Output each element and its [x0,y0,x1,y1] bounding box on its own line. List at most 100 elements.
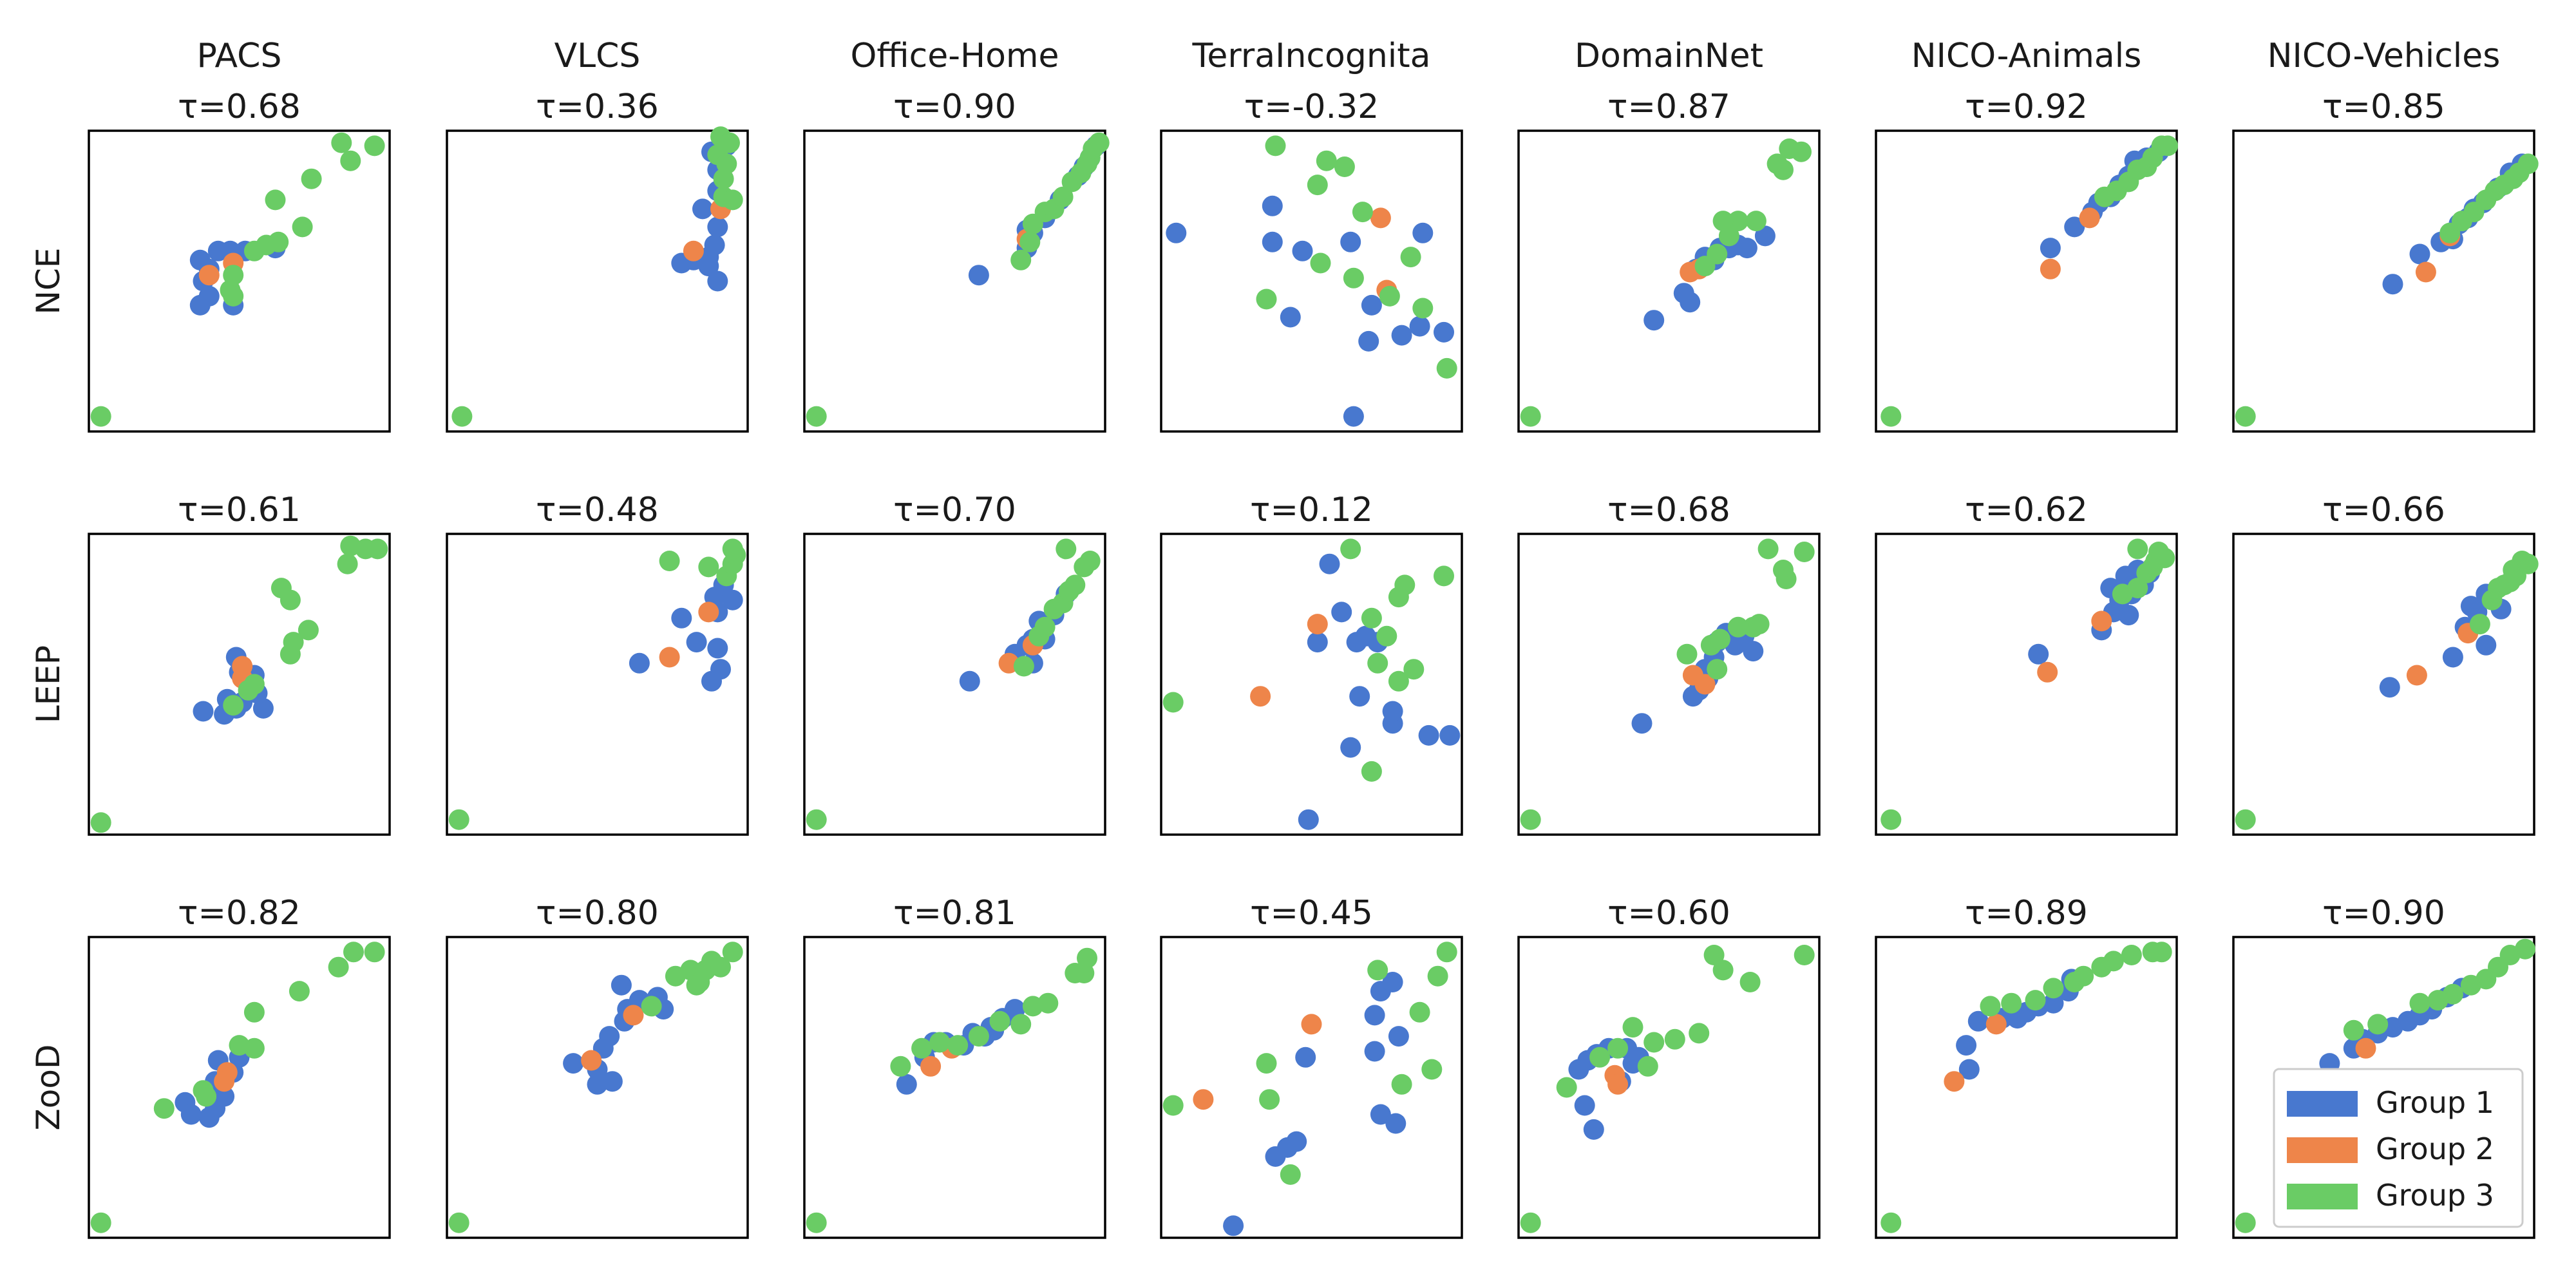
scatter-point-group-2 [1301,1014,1322,1035]
scatter-point-group-1 [2379,677,2400,698]
scatter-point-group-1 [1583,1119,1604,1140]
scatter-point-group-3 [2127,538,2148,560]
scatter-point-group-1 [1370,1104,1391,1125]
scatter-point-group-3 [1556,1077,1577,1098]
panel-tau-label: τ=0.36 [536,88,659,126]
scatter-point-group-1 [1343,406,1364,427]
scatter-point-group-3 [2367,1014,2389,1035]
scatter-point-group-3 [196,1086,217,1107]
scatter-point-group-3 [1400,247,1421,268]
scatter-point-group-1 [968,265,989,286]
scatter-point-group-3 [289,981,310,1002]
legend-swatch-group-1 [2287,1091,2358,1117]
panel-frame [446,129,749,433]
scatter-point-group-3 [367,538,388,560]
scatter-point-group-1 [1574,1095,1595,1116]
scatter-point-group-1 [1364,1005,1385,1026]
scatter-point-group-3 [1259,1089,1280,1110]
scatter-point-group-3 [929,1032,951,1053]
panel-tau-label: τ=0.48 [536,491,659,529]
scatter-point-group-1 [1382,701,1403,722]
scatter-point-group-1 [1412,222,1434,243]
scatter-point-group-3 [2127,578,2148,599]
scatter-point-group-1 [563,1053,584,1074]
scatter-point-group-3 [243,1001,265,1023]
column-title-terraincognita: TerraIncognita [1192,37,1431,75]
panel-leep-office-home: τ=0.70 [803,491,1106,836]
scatter-point-group-3 [1880,406,1902,427]
scatter-point-group-3 [268,231,289,252]
scatter-point-group-3 [2343,1019,2364,1041]
panel-frame [803,936,1106,1239]
scatter-point-group-1 [1361,294,1382,316]
scatter-point-group-3 [1773,159,1794,180]
scatter-point-group-3 [1520,406,1541,427]
scatter-point-group-3 [710,956,731,978]
scatter-point-group-1 [1754,225,1776,247]
panel-tau-label: τ=0.68 [1607,491,1730,529]
scatter-point-group-3 [1079,551,1101,571]
legend-swatch-group-3 [2287,1184,2358,1209]
scatter-point-group-2 [1944,1071,1965,1092]
scatter-point-group-2 [1370,207,1391,229]
scatter-point-group-1 [707,216,728,238]
scatter-point-group-3 [238,679,259,701]
scatter-point-group-1 [180,1104,202,1125]
panel-leep-domainnet: τ=0.68 [1517,491,1821,836]
scatter-point-group-3 [1162,692,1184,713]
row-label-leep: LEEP [30,645,67,723]
panel-nce-domainnet: τ=0.87 [1517,88,1821,433]
scatter-point-group-2 [2037,661,2058,683]
scatter-point-group-3 [1589,1046,1611,1068]
scatter-point-group-3 [1403,659,1425,680]
panel-nce-vlcs: τ=0.36 [446,88,749,433]
scatter-point-group-3 [90,406,111,427]
scatter-point-group-3 [1607,1037,1629,1059]
scatter-point-group-3 [1052,186,1074,207]
scatter-point-group-3 [1637,1056,1658,1077]
scatter-point-group-1 [1307,632,1328,653]
panel-tau-label: τ=0.70 [893,491,1016,529]
scatter-point-group-3 [1757,538,1779,560]
scatter-point-group-1 [1382,972,1403,992]
scatter-point-group-3 [2157,135,2178,156]
scatter-point-group-3 [1421,1059,1443,1080]
scatter-point-group-3 [1316,150,1337,171]
scatter-point-group-2 [1193,1089,1214,1110]
scatter-point-group-1 [1319,553,1340,574]
scatter-point-group-3 [340,150,361,171]
scatter-point-group-1 [1280,307,1301,328]
scatter-point-group-3 [1388,587,1409,608]
scatter-point-group-3 [1391,1074,1412,1095]
panel-frame [446,533,749,836]
scatter-point-group-3 [331,132,352,153]
panel-tau-label: τ=0.66 [2322,491,2445,529]
panel-nce-pacs: τ=0.68 [88,88,391,433]
scatter-point-group-2 [1694,674,1716,695]
row-label-zood: ZooD [30,1045,67,1131]
scatter-point-group-2 [1985,1014,2007,1035]
panel-tau-label: τ=0.90 [2322,894,2445,933]
panel-zood-vlcs: τ=0.80 [446,894,749,1239]
scatter-point-group-3 [2103,951,2124,972]
scatter-point-group-1 [1409,316,1430,337]
scatter-point-group-3 [1037,992,1059,1014]
scatter-point-group-2 [2091,611,2112,632]
scatter-point-group-3 [1664,1028,1685,1050]
scatter-point-group-3 [90,812,111,833]
panel-leep-terraincognita: τ=0.12 [1160,491,1463,836]
scatter-point-group-3 [2073,965,2094,987]
scatter-point-group-1 [1680,292,1701,313]
scatter-point-group-3 [223,695,244,716]
scatter-point-group-3 [448,809,469,830]
scatter-point-group-1 [587,1074,608,1095]
scatter-point-group-1 [692,198,713,220]
scatter-point-group-3 [2517,553,2539,574]
scatter-point-group-3 [1074,963,1095,983]
scatter-point-group-1 [1958,1059,1980,1080]
scatter-point-group-1 [629,652,650,674]
scatter-point-group-3 [2235,406,2256,427]
scatter-point-group-3 [1265,135,1286,156]
panel-frame [1517,129,1821,433]
scatter-point-group-1 [959,670,980,692]
